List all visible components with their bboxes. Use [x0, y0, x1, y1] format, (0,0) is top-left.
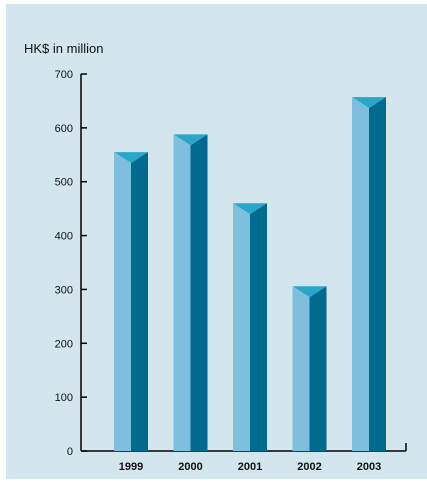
- x-tick-label-2001: 2001: [238, 461, 262, 473]
- bar-side-2000: [190, 134, 208, 451]
- y-tick-label-100: 100: [55, 392, 73, 404]
- bar-side-2002: [309, 286, 327, 451]
- y-tick-label-300: 300: [55, 284, 73, 296]
- bar-front-2003: [352, 97, 369, 451]
- bar-top-2003: [352, 97, 386, 109]
- bar-2001: [233, 203, 267, 451]
- bar-front-1999: [114, 152, 131, 452]
- bar-1999: [114, 152, 148, 452]
- axis-labels: 0 100 200 300 400 500 600 700 1999 2000 2001 2002 20…: [55, 69, 382, 473]
- chart-panel: HK$ in million 0 100 200 300 400 500 600 700 199…: [6, 4, 427, 479]
- bar-chart: HK$ in million 0 100 200 300 400 500 600 700 199…: [6, 4, 427, 479]
- bar-2002: [292, 286, 327, 451]
- y-tick-label-500: 500: [55, 177, 73, 189]
- bar-top-2002: [292, 286, 327, 298]
- bar-top-2001: [233, 203, 267, 215]
- x-tick-label-2000: 2000: [178, 461, 202, 473]
- bars: [114, 97, 386, 452]
- bar-front-2001: [233, 203, 250, 451]
- y-tick-label-200: 200: [55, 338, 73, 350]
- y-tick-label-700: 700: [55, 69, 73, 81]
- bar-front-2002: [292, 286, 310, 451]
- y-tick-label-400: 400: [55, 231, 73, 243]
- y-axis-unit-label: HK$ in million: [24, 41, 103, 56]
- bar-top-2000: [173, 134, 208, 146]
- y-tick-label-600: 600: [55, 123, 73, 135]
- bar-side-1999: [131, 152, 148, 452]
- x-tick-label-2002: 2002: [297, 461, 321, 473]
- x-tick-label-1999: 1999: [119, 461, 143, 473]
- bar-2003: [352, 97, 386, 451]
- x-tick-label-2003: 2003: [357, 461, 381, 473]
- bar-top-1999: [114, 152, 148, 164]
- bar-side-2001: [250, 203, 267, 451]
- bar-front-2000: [173, 134, 191, 451]
- bar-2000: [173, 134, 208, 451]
- y-tick-label-0: 0: [67, 446, 73, 458]
- bar-side-2003: [369, 97, 386, 451]
